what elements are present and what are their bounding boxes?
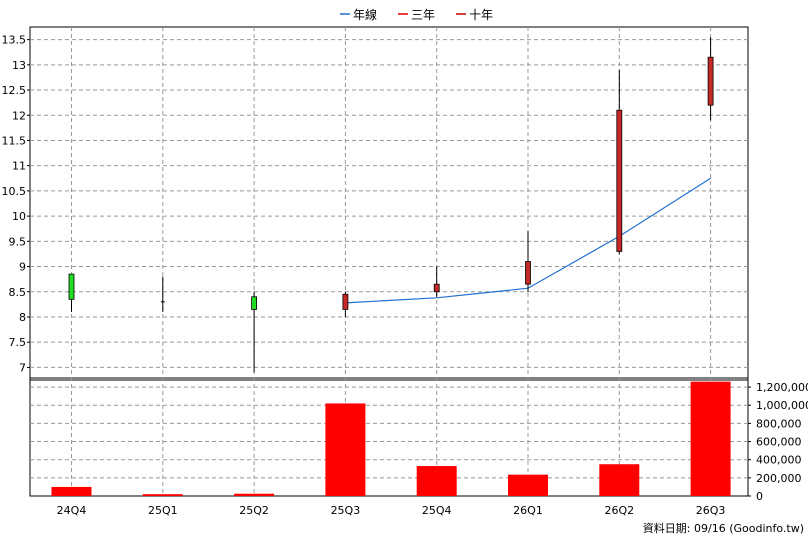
volume-bar <box>234 493 275 496</box>
volume-bar <box>690 381 731 496</box>
price-tick-label: 11 <box>12 160 26 173</box>
x-tick-label: 26Q3 <box>696 504 726 517</box>
price-tick-label: 7.5 <box>9 336 27 349</box>
candle-body <box>342 293 349 310</box>
candle-body <box>68 273 75 300</box>
legend-label: 年線 <box>353 7 377 22</box>
x-tick-label: 24Q4 <box>57 504 87 517</box>
price-plot-frame <box>29 26 749 381</box>
price-tick-label: 7 <box>19 361 26 374</box>
legend-label: 十年 <box>469 8 493 22</box>
data-date-footer: 資料日期: 09/16 (Goodinfo.tw) <box>643 521 804 535</box>
price-tick-label: 10 <box>12 210 26 223</box>
candle-body <box>707 56 714 106</box>
candle-body <box>616 109 623 252</box>
candle-body <box>525 261 531 285</box>
price-tick-label: 8 <box>19 311 26 324</box>
volume-bar <box>51 486 92 496</box>
volume-tick-label: 400,000 <box>756 454 802 467</box>
price-tick-label: 10.5 <box>2 185 27 198</box>
price-tick-label: 9.5 <box>9 235 27 248</box>
price-tick-label: 11.5 <box>2 134 27 147</box>
price-tick-label: 12 <box>12 109 26 122</box>
volume-tick-label: 200,000 <box>756 472 802 485</box>
x-tick-label: 26Q1 <box>513 504 543 517</box>
x-tick-label: 25Q1 <box>148 504 178 517</box>
volume-bar <box>325 403 366 496</box>
x-tick-label: 25Q2 <box>239 504 269 517</box>
volume-tick-label: 600,000 <box>756 436 802 449</box>
volume-bar <box>416 466 457 496</box>
volume-tick-label: 0 <box>756 490 763 503</box>
price-tick-label: 8.5 <box>9 286 27 299</box>
price-tick-label: 9 <box>19 261 26 274</box>
legend-label: 三年 <box>411 8 435 22</box>
volume-tick-label: 1,000,000 <box>756 399 808 412</box>
volume-bar <box>599 464 640 496</box>
volume-bar <box>142 494 183 496</box>
price-tick-label: 13 <box>12 59 26 72</box>
price-tick-label: 13.5 <box>2 34 27 47</box>
volume-plot-frame <box>29 377 749 497</box>
x-tick-label: 26Q2 <box>604 504 634 517</box>
volume-bar <box>508 474 548 496</box>
volume-tick-label: 800,000 <box>756 417 802 430</box>
x-tick-label: 25Q3 <box>331 504 361 517</box>
candle-body <box>433 283 440 293</box>
candle-body <box>251 296 258 310</box>
price-tick-label: 12.5 <box>2 84 27 97</box>
x-tick-label: 25Q4 <box>422 504 452 517</box>
volume-tick-label: 1,200,000 <box>756 381 808 394</box>
